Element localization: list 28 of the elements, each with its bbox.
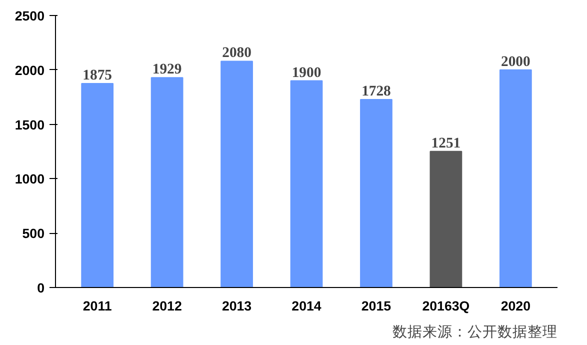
bar: [81, 83, 114, 288]
y-tick-label: 0: [37, 280, 45, 296]
y-tick-label: 2000: [14, 62, 45, 78]
data-label: 2000: [501, 54, 530, 70]
y-tick-label: 500: [22, 226, 45, 242]
bar: [360, 98, 392, 288]
x-tick-label: 20163Q: [422, 298, 470, 314]
x-tick-label: 2015: [361, 298, 392, 314]
y-tick-label: 1000: [14, 172, 45, 187]
x-tick-label: 2014: [292, 298, 322, 314]
bar: [499, 69, 532, 288]
data-label: 1929: [152, 62, 182, 78]
bar: [430, 150, 462, 288]
x-tick-label: 2012: [152, 298, 182, 314]
data-label: 1900: [292, 64, 322, 81]
y-tick-label: 2500: [14, 8, 45, 24]
x-tick-label: 2013: [222, 298, 252, 314]
bar: [290, 80, 323, 288]
bar: [150, 77, 184, 288]
source-note: 数据来源：公开数据整理: [392, 324, 558, 340]
bar: [220, 60, 253, 288]
x-tick-label: 2011: [82, 298, 112, 314]
x-tick-label: 2020: [500, 298, 530, 314]
data-label: 1251: [431, 135, 461, 152]
data-label: 1875: [82, 68, 112, 84]
data-label: 1728: [362, 83, 391, 100]
data-label: 2080: [222, 45, 252, 62]
y-tick-label: 1500: [14, 117, 45, 132]
